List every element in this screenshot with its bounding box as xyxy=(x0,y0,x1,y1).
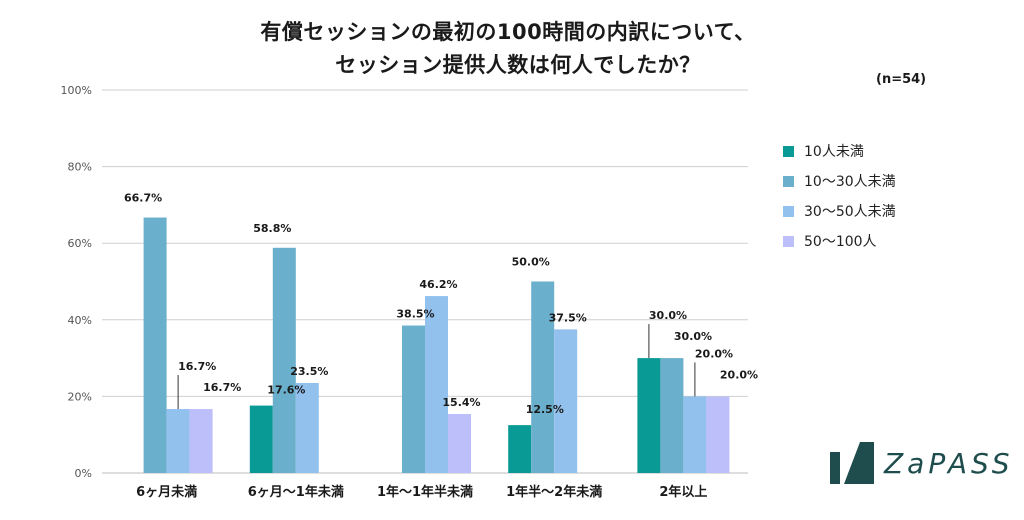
y-tick-label: 80% xyxy=(68,161,92,174)
bar xyxy=(660,358,684,473)
brand-logo: ZaPASS xyxy=(830,442,1014,484)
brand-name: ZaPASS xyxy=(884,446,1014,480)
data-label: 46.2% xyxy=(419,278,457,291)
bar xyxy=(531,281,555,473)
legend-label: 30〜50人未満 xyxy=(804,204,896,220)
bar xyxy=(295,382,319,473)
data-label: 30.0% xyxy=(674,330,712,343)
legend-item: 10〜30人未満 xyxy=(783,170,896,192)
data-label: 66.7% xyxy=(124,192,162,205)
data-label: 30.0% xyxy=(649,309,687,322)
y-tick-label: 60% xyxy=(68,237,92,250)
legend-item: 30〜50人未満 xyxy=(783,200,896,222)
legend-swatch xyxy=(783,205,794,217)
bar xyxy=(706,396,730,473)
data-label: 38.5% xyxy=(396,308,434,321)
data-label: 50.0% xyxy=(512,256,550,269)
y-tick-label: 0% xyxy=(75,467,92,480)
chart-title-line-2: セッション提供人数は何人でしたか？ xyxy=(335,53,701,77)
legend-item: 10人未満 xyxy=(783,140,896,162)
y-tick-label: 100% xyxy=(61,84,92,97)
data-label: 16.7% xyxy=(178,360,216,373)
legend-item: 50〜100人 xyxy=(783,230,896,252)
zapass-logo-icon xyxy=(830,442,874,484)
chart-legend: 10人未満 10〜30人未満 30〜50人未満 50〜100人 xyxy=(783,140,896,260)
data-label: 12.5% xyxy=(526,403,564,416)
data-label: 23.5% xyxy=(290,365,328,378)
bar xyxy=(189,409,213,473)
data-label: 58.8% xyxy=(253,222,291,235)
x-tick-label: 1年〜1年半未満 xyxy=(377,484,473,500)
legend-label: 10人未満 xyxy=(804,144,864,160)
bar xyxy=(425,296,448,473)
chart-title-line-1: 有償セッションの最初の100時間の内訳について、 xyxy=(260,20,756,44)
bar xyxy=(508,425,532,473)
y-tick-label: 20% xyxy=(68,390,92,403)
legend-label: 50〜100人 xyxy=(804,234,877,250)
bar xyxy=(554,329,578,473)
bar xyxy=(272,247,296,473)
bar xyxy=(143,217,167,473)
bar xyxy=(249,405,273,473)
data-label: 20.0% xyxy=(695,347,733,360)
bar xyxy=(166,409,190,473)
bar xyxy=(637,358,661,473)
data-label: 16.7% xyxy=(203,381,241,394)
x-tick-label: 6ヶ月〜1年未満 xyxy=(248,484,344,500)
x-tick-label: 6ヶ月未満 xyxy=(136,484,197,500)
y-tick-label: 40% xyxy=(68,314,92,327)
data-label: 37.5% xyxy=(549,311,587,324)
bar xyxy=(402,325,425,473)
bar xyxy=(683,396,707,473)
legend-swatch xyxy=(783,235,794,247)
bar xyxy=(448,414,471,473)
sample-size-note: (n=54) xyxy=(876,72,927,87)
x-tick-label: 2年以上 xyxy=(659,484,707,500)
data-label: 20.0% xyxy=(720,368,758,381)
data-label: 15.4% xyxy=(442,396,480,409)
legend-label: 10〜30人未満 xyxy=(804,174,896,190)
legend-swatch xyxy=(783,145,794,157)
x-tick-label: 1年半〜2年未満 xyxy=(506,484,602,500)
data-label: 17.6% xyxy=(267,384,305,397)
legend-swatch xyxy=(783,175,794,187)
